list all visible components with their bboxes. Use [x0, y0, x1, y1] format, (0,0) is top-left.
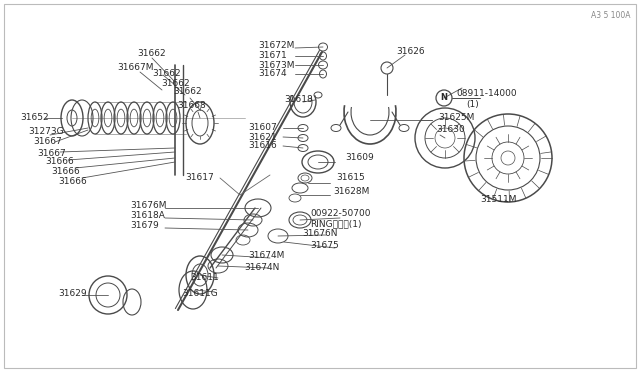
Text: N: N	[440, 93, 447, 103]
Text: 31625M: 31625M	[438, 113, 474, 122]
Text: 31666: 31666	[45, 157, 74, 167]
Text: 31511M: 31511M	[480, 196, 516, 205]
Text: 31675: 31675	[310, 241, 339, 250]
Text: 31679: 31679	[130, 221, 159, 230]
Text: 31667: 31667	[37, 148, 66, 157]
Text: 31667M: 31667M	[117, 64, 154, 73]
Text: 31616: 31616	[248, 141, 276, 151]
Text: 31674N: 31674N	[244, 263, 280, 273]
Text: A3 5 100A: A3 5 100A	[591, 11, 630, 20]
Text: 31673M: 31673M	[258, 61, 294, 70]
Text: 31626: 31626	[396, 48, 424, 57]
Text: 31273G: 31273G	[28, 128, 63, 137]
Text: 31618: 31618	[284, 96, 313, 105]
Text: 31617: 31617	[185, 173, 214, 182]
Text: 31674: 31674	[258, 70, 287, 78]
Text: 31611: 31611	[190, 273, 219, 282]
Text: 31611G: 31611G	[182, 289, 218, 298]
Text: 31662: 31662	[152, 70, 180, 78]
Text: 31662: 31662	[137, 49, 166, 58]
Text: 08911-14000: 08911-14000	[456, 90, 516, 99]
Text: 31672M: 31672M	[258, 42, 294, 51]
Text: 31662: 31662	[161, 78, 189, 87]
Text: 31668: 31668	[177, 102, 205, 110]
Text: 31666: 31666	[51, 167, 80, 176]
Text: (1): (1)	[466, 99, 479, 109]
Text: 31674M: 31674M	[248, 251, 284, 260]
Text: 31615: 31615	[336, 173, 365, 183]
Text: 31629: 31629	[58, 289, 86, 298]
Text: 31607: 31607	[248, 124, 276, 132]
Text: 31609: 31609	[345, 154, 374, 163]
Text: 31621: 31621	[248, 132, 276, 141]
Text: 31671: 31671	[258, 51, 287, 61]
Text: RINGリング(1): RINGリング(1)	[310, 219, 362, 228]
Text: 31652: 31652	[20, 113, 49, 122]
Text: 31667: 31667	[33, 138, 61, 147]
Text: 31676M: 31676M	[130, 201, 166, 209]
Text: 31666: 31666	[58, 176, 87, 186]
Text: 31676N: 31676N	[302, 228, 337, 237]
Text: 00922-50700: 00922-50700	[310, 208, 371, 218]
Text: 31628M: 31628M	[333, 187, 369, 196]
Text: 31630: 31630	[436, 125, 465, 135]
Text: 31662: 31662	[173, 87, 202, 96]
Text: 31618A: 31618A	[130, 211, 165, 219]
